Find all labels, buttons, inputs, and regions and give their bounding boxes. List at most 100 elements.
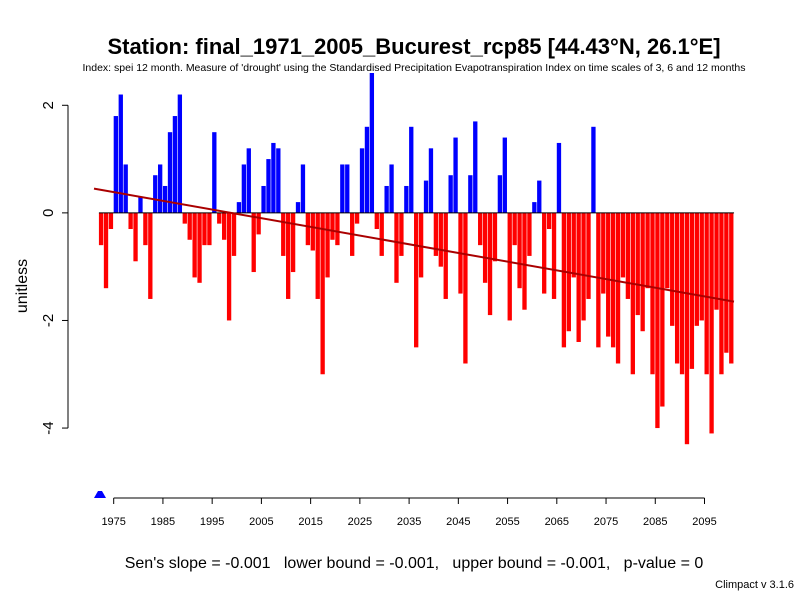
bar-2020 bbox=[335, 212, 340, 246]
bar-2090 bbox=[679, 212, 685, 375]
x-tick-label: 2035 bbox=[397, 516, 421, 528]
y-axis-label: unitless bbox=[14, 259, 31, 313]
x-tick-label: 2085 bbox=[643, 516, 667, 528]
bar-2037 bbox=[418, 212, 424, 278]
x-tick-label: 1975 bbox=[101, 516, 125, 528]
bar-2021 bbox=[340, 164, 345, 213]
bar-2051 bbox=[487, 212, 493, 316]
bar-2094 bbox=[699, 212, 704, 321]
bar-2027 bbox=[369, 73, 375, 213]
bar-1992 bbox=[197, 212, 202, 283]
bar-2053 bbox=[497, 175, 503, 213]
bar-1986 bbox=[167, 132, 173, 213]
bar-2100 bbox=[729, 212, 734, 364]
x-tick-label: 2065 bbox=[545, 516, 569, 528]
bar-1984 bbox=[158, 164, 163, 213]
bar-1983 bbox=[153, 175, 158, 213]
bar-2058 bbox=[522, 212, 527, 310]
x-tick-label: 2075 bbox=[594, 516, 618, 528]
bar-2085 bbox=[655, 212, 660, 429]
bar-2083 bbox=[645, 212, 650, 289]
axis-start-marker bbox=[94, 491, 106, 498]
bar-2084 bbox=[650, 212, 655, 375]
x-tick-label: 1985 bbox=[151, 516, 175, 528]
bar-2041 bbox=[438, 212, 443, 267]
bar-2061 bbox=[537, 180, 542, 213]
bar-2029 bbox=[379, 212, 384, 256]
bar-1996 bbox=[217, 212, 222, 224]
bar-1987 bbox=[172, 116, 178, 213]
bar-2066 bbox=[561, 212, 567, 348]
bar-2038 bbox=[423, 180, 429, 213]
bar-2003 bbox=[251, 212, 256, 273]
bar-2075 bbox=[606, 212, 611, 337]
bar-2039 bbox=[428, 148, 434, 213]
bar-2089 bbox=[674, 212, 680, 364]
x-tick-label: 2025 bbox=[348, 516, 372, 528]
bar-1999 bbox=[231, 212, 237, 256]
bar-2028 bbox=[374, 212, 379, 230]
bar-1985 bbox=[162, 185, 168, 213]
bar-2007 bbox=[271, 142, 276, 213]
bar-2034 bbox=[404, 185, 409, 213]
bar-2042 bbox=[443, 212, 448, 299]
x-tick-label: 1995 bbox=[200, 516, 224, 528]
bar-2012 bbox=[295, 202, 301, 213]
bar-2087 bbox=[665, 212, 670, 289]
bar-2073 bbox=[596, 212, 601, 348]
bar-1991 bbox=[192, 212, 197, 278]
bar-2009 bbox=[281, 212, 286, 256]
bar-2040 bbox=[433, 212, 439, 256]
bar-1995 bbox=[212, 132, 217, 213]
bar-2063 bbox=[546, 212, 552, 230]
bar-2002 bbox=[246, 148, 251, 213]
bar-1973 bbox=[103, 212, 109, 289]
bar-2018 bbox=[325, 212, 330, 278]
bar-2036 bbox=[414, 212, 419, 348]
climpact-credit: Climpact v 3.1.6 bbox=[715, 579, 794, 591]
bar-2077 bbox=[615, 212, 621, 364]
chart-title: Station: final_1971_2005_Bucurest_rcp85 … bbox=[107, 34, 720, 59]
bar-2096 bbox=[709, 212, 714, 434]
bar-2005 bbox=[261, 185, 266, 213]
bar-2071 bbox=[586, 212, 591, 299]
bar-2008 bbox=[276, 148, 281, 213]
y-tick-label: 2 bbox=[40, 101, 57, 109]
bar-1978 bbox=[128, 212, 133, 230]
bar-2024 bbox=[354, 212, 360, 224]
bar-2065 bbox=[556, 142, 562, 213]
bar-2088 bbox=[670, 212, 675, 326]
bar-2006 bbox=[266, 159, 271, 213]
bar-2000 bbox=[236, 202, 242, 213]
bar-1982 bbox=[148, 212, 153, 299]
bar-2086 bbox=[660, 212, 665, 407]
bar-1974 bbox=[108, 212, 114, 230]
bar-2048 bbox=[473, 121, 478, 213]
bar-2091 bbox=[684, 212, 690, 445]
bar-2052 bbox=[492, 212, 498, 262]
bar-2019 bbox=[330, 212, 335, 240]
bar-2026 bbox=[364, 126, 370, 213]
bar-2047 bbox=[468, 175, 473, 213]
trend-line bbox=[93, 187, 735, 303]
bar-2070 bbox=[581, 212, 586, 321]
bar-2010 bbox=[286, 212, 291, 299]
bar-1997 bbox=[222, 212, 227, 240]
sens-slope-stats: Sen's slope = -0.001 lower bound = -0.00… bbox=[125, 555, 704, 572]
bar-2032 bbox=[394, 212, 399, 283]
bar-2095 bbox=[704, 212, 709, 375]
bar-2082 bbox=[640, 212, 645, 332]
x-tick-label: 2095 bbox=[692, 516, 716, 528]
x-axis: 1975 1985 1995 2005 2015 2025 2035 2045 2055 2065… bbox=[101, 497, 717, 528]
x-tick-label: 2005 bbox=[249, 516, 273, 528]
bar-2060 bbox=[532, 202, 537, 213]
bar-2015 bbox=[310, 212, 315, 251]
bar-2068 bbox=[571, 212, 576, 278]
bar-2099 bbox=[724, 212, 729, 353]
bar-1977 bbox=[123, 164, 128, 213]
bar-2098 bbox=[719, 212, 724, 375]
bar-1988 bbox=[177, 94, 183, 213]
bar-2069 bbox=[576, 212, 581, 342]
bar-2093 bbox=[694, 212, 699, 326]
bar-2001 bbox=[241, 164, 247, 213]
